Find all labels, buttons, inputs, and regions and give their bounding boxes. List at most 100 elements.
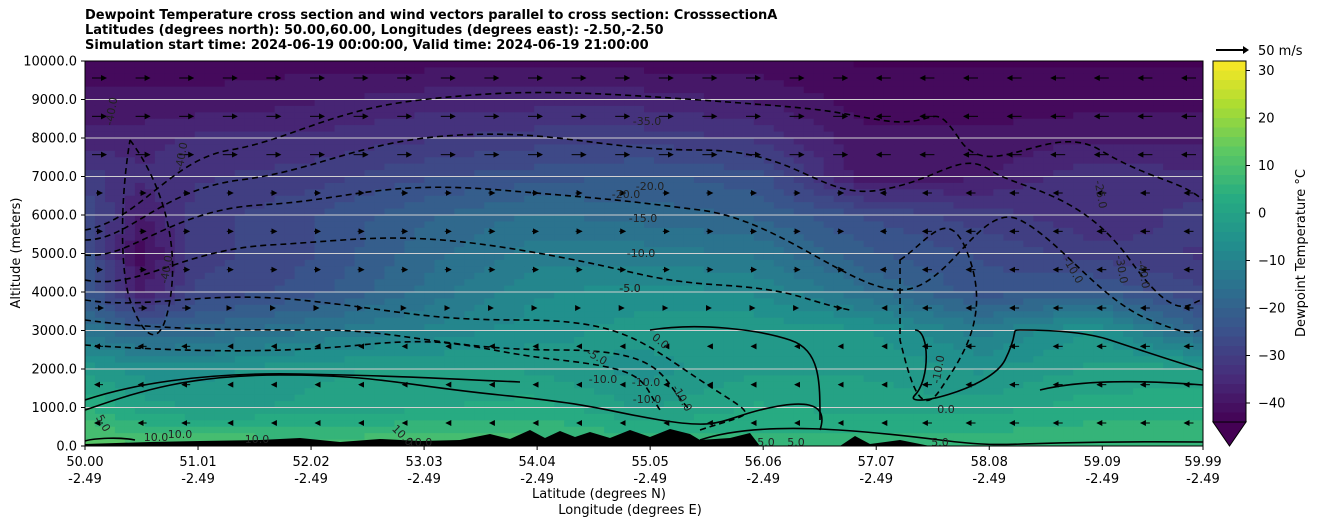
heat-cell (823, 125, 835, 133)
heat-cell (294, 195, 306, 203)
heat-cell (434, 105, 445, 113)
heat-cell (224, 292, 236, 300)
heat-cell (733, 112, 745, 120)
heat-cell (1003, 80, 1014, 88)
heat-cell (793, 202, 805, 210)
heat-cell (833, 86, 845, 94)
heat-cell (594, 157, 605, 165)
heat-cell (693, 311, 705, 319)
heat-cell (853, 170, 865, 178)
heat-cell (194, 259, 206, 267)
heat-cell (923, 324, 935, 332)
heat-cell (624, 221, 635, 229)
heat-cell (174, 259, 186, 267)
heat-cell (254, 304, 266, 312)
heat-cell (933, 125, 945, 133)
heat-cell (723, 105, 735, 113)
heat-cell (274, 144, 286, 152)
heat-cell (913, 195, 925, 203)
heat-cell (344, 272, 356, 280)
heat-cell (544, 138, 555, 146)
heat-cell (544, 285, 555, 293)
heat-cell (873, 105, 885, 113)
heat-cell (863, 93, 875, 101)
heat-cell (454, 272, 465, 280)
heat-cell (993, 292, 1004, 300)
heat-cell (164, 343, 176, 351)
heat-cell (204, 330, 216, 338)
heat-cell (374, 195, 386, 203)
heat-cell (224, 272, 236, 280)
heat-cell (514, 221, 525, 229)
heat-cell (993, 298, 1004, 306)
heat-cell (174, 208, 186, 216)
heat-cell (763, 266, 775, 274)
heat-cell (124, 247, 136, 255)
heat-cell (1083, 311, 1094, 319)
heat-cell (124, 157, 136, 165)
heat-cell (973, 336, 984, 344)
heat-cell (294, 240, 306, 248)
heat-cell (614, 131, 625, 139)
heat-cell (923, 144, 935, 152)
heat-cell (903, 99, 915, 107)
heat-cell (494, 163, 505, 171)
heat-cell (134, 259, 146, 267)
heat-cell (1053, 93, 1064, 101)
heat-cell (1043, 112, 1054, 120)
heat-cell (943, 125, 955, 133)
heat-cell (1183, 240, 1194, 248)
heat-cell (783, 253, 795, 261)
heat-cell (1033, 285, 1044, 293)
heat-cell (94, 144, 106, 152)
heat-cell (883, 157, 895, 165)
heat-cell (1113, 176, 1124, 184)
heat-cell (384, 182, 396, 190)
heat-cell (144, 93, 156, 101)
heat-cell (873, 61, 885, 69)
heat-cell (843, 266, 855, 274)
heat-cell (514, 138, 525, 146)
heat-cell (1183, 80, 1194, 88)
heat-cell (254, 253, 266, 261)
heat-cell (993, 202, 1004, 210)
heat-cell (733, 324, 745, 332)
heat-cell (953, 336, 965, 344)
heat-cell (184, 86, 196, 94)
heat-cell (434, 61, 445, 69)
heat-cell (384, 240, 396, 248)
heat-cell (85, 266, 96, 274)
heat-cell (893, 240, 905, 248)
heat-cell (703, 157, 715, 165)
heat-cell (634, 227, 645, 235)
heat-cell (294, 163, 306, 171)
heat-cell (1053, 170, 1064, 178)
heat-cell (524, 292, 535, 300)
heat-cell (1053, 247, 1064, 255)
heat-cell (753, 118, 765, 126)
heat-cell (693, 304, 705, 312)
heat-cell (1163, 259, 1174, 267)
heat-cell (364, 86, 376, 94)
heat-cell (953, 163, 965, 171)
heat-cell (1073, 208, 1084, 216)
heat-cell (194, 247, 206, 255)
heat-cell (354, 138, 366, 146)
heat-cell (434, 93, 445, 101)
heat-cell (604, 163, 615, 171)
heat-cell (284, 266, 296, 274)
heat-cell (1023, 266, 1034, 274)
heat-cell (683, 182, 695, 190)
heat-cell (1093, 234, 1104, 242)
heat-cell (424, 202, 435, 210)
heat-cell (893, 311, 905, 319)
heat-cell (773, 272, 785, 280)
heat-cell (1133, 67, 1144, 75)
heat-cell (823, 150, 835, 158)
heat-cell (184, 253, 196, 261)
heat-cell (963, 93, 975, 101)
heat-cell (1133, 240, 1144, 248)
heat-cell (394, 163, 406, 171)
heat-cell (843, 234, 855, 242)
heat-cell (624, 240, 635, 248)
